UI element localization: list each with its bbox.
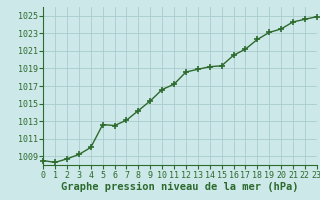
X-axis label: Graphe pression niveau de la mer (hPa): Graphe pression niveau de la mer (hPa) [61,182,299,192]
